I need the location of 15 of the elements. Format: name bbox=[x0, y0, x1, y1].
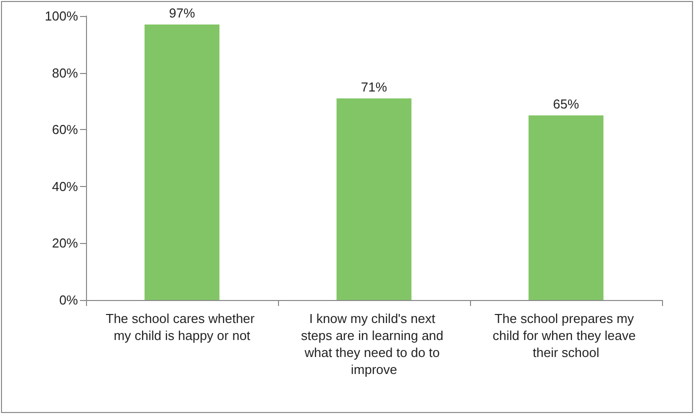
x-tick-label: The school cares whether my child is happy or not bbox=[106, 311, 258, 343]
x-tick-label: The school prepares my child for when they leave their school bbox=[492, 311, 640, 360]
y-tick-label: 80% bbox=[52, 65, 78, 80]
y-tick-label: 100% bbox=[44, 8, 78, 24]
bar bbox=[336, 98, 412, 300]
x-tick-label: I know my child's next steps are in learning and what they need to do to improve bbox=[301, 311, 447, 377]
data-label: 97% bbox=[168, 6, 196, 21]
y-tick-label: 40% bbox=[52, 178, 78, 194]
bar bbox=[528, 115, 604, 300]
y-tick-label: 20% bbox=[52, 236, 78, 251]
y-tick-label: 60% bbox=[52, 122, 78, 138]
data-label: 71% bbox=[360, 79, 388, 94]
data-label: 65% bbox=[552, 96, 580, 112]
y-tick-label: 0% bbox=[59, 292, 78, 308]
bar bbox=[144, 24, 220, 300]
